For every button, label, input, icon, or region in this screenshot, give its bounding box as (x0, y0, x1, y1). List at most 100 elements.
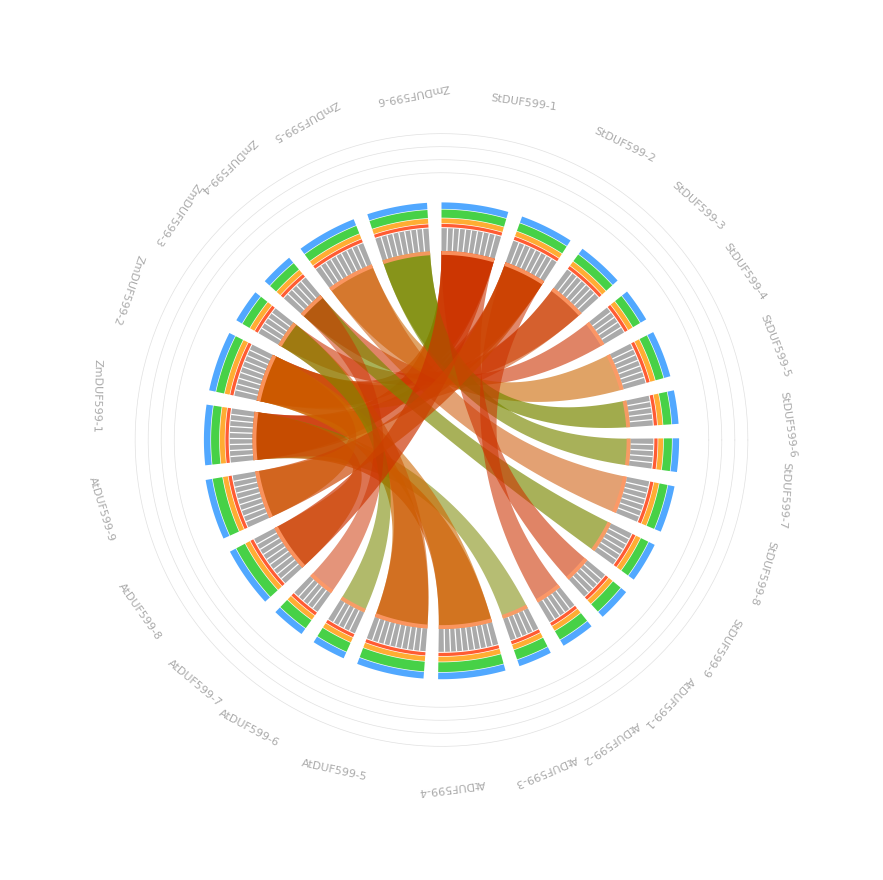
Polygon shape (554, 269, 599, 313)
Polygon shape (514, 237, 559, 261)
Polygon shape (253, 251, 494, 460)
Polygon shape (617, 536, 640, 570)
Polygon shape (211, 406, 222, 465)
Polygon shape (607, 354, 623, 391)
Polygon shape (536, 584, 560, 603)
Polygon shape (329, 264, 627, 513)
Polygon shape (305, 226, 359, 261)
Polygon shape (206, 479, 230, 539)
Polygon shape (650, 395, 657, 426)
Polygon shape (647, 332, 670, 378)
Polygon shape (629, 438, 653, 468)
Polygon shape (225, 407, 231, 463)
Polygon shape (366, 639, 426, 656)
Polygon shape (329, 264, 373, 291)
Polygon shape (257, 355, 428, 628)
Polygon shape (294, 576, 331, 612)
Polygon shape (625, 438, 630, 466)
Polygon shape (439, 645, 499, 656)
Polygon shape (639, 335, 663, 380)
Polygon shape (229, 475, 247, 529)
Polygon shape (594, 524, 631, 564)
Text: AtDUF599-6: AtDUF599-6 (216, 708, 281, 749)
Polygon shape (288, 596, 314, 620)
Polygon shape (255, 355, 356, 517)
Text: StDUF599-3: StDUF599-3 (670, 180, 726, 232)
Polygon shape (659, 392, 671, 425)
Text: AtDUF599-1: AtDUF599-1 (642, 675, 696, 730)
Polygon shape (291, 593, 317, 615)
Text: StDUF599-6: StDUF599-6 (779, 392, 798, 458)
Polygon shape (278, 322, 297, 347)
Polygon shape (251, 539, 284, 586)
Polygon shape (237, 292, 260, 324)
Polygon shape (611, 302, 632, 330)
Text: ZmDUF599-2: ZmDUF599-2 (111, 253, 145, 326)
Polygon shape (257, 355, 492, 629)
Polygon shape (253, 412, 528, 619)
Polygon shape (375, 229, 430, 260)
Polygon shape (301, 295, 383, 593)
Polygon shape (514, 638, 547, 659)
Polygon shape (517, 647, 551, 666)
Polygon shape (587, 578, 613, 604)
Polygon shape (614, 534, 636, 567)
Polygon shape (276, 270, 303, 295)
Polygon shape (538, 587, 574, 622)
Text: StDUF599-1: StDUF599-1 (490, 93, 557, 113)
Polygon shape (375, 613, 427, 628)
Polygon shape (592, 582, 621, 612)
Polygon shape (329, 264, 623, 402)
Polygon shape (257, 355, 276, 401)
Polygon shape (259, 308, 293, 345)
Polygon shape (555, 613, 587, 640)
Text: ZmDUF599-6: ZmDUF599-6 (375, 82, 449, 106)
Polygon shape (250, 302, 272, 331)
Polygon shape (230, 342, 252, 395)
Polygon shape (253, 262, 544, 460)
Text: StDUF599-2: StDUF599-2 (592, 126, 657, 165)
Polygon shape (569, 561, 605, 597)
Polygon shape (656, 438, 663, 470)
Polygon shape (367, 203, 427, 221)
Polygon shape (254, 528, 302, 583)
Polygon shape (223, 476, 244, 532)
Polygon shape (442, 224, 502, 236)
Polygon shape (578, 249, 617, 285)
Text: AtDUF599-8: AtDUF599-8 (117, 582, 163, 642)
Polygon shape (374, 224, 428, 238)
Polygon shape (439, 619, 492, 629)
Polygon shape (438, 664, 505, 679)
Polygon shape (442, 209, 506, 227)
Polygon shape (641, 482, 659, 525)
Polygon shape (515, 231, 562, 258)
Polygon shape (310, 234, 361, 266)
Text: AtDUF599-2: AtDUF599-2 (580, 720, 641, 766)
Polygon shape (585, 576, 608, 599)
Polygon shape (313, 636, 346, 658)
Polygon shape (301, 295, 604, 385)
Polygon shape (661, 438, 672, 471)
Polygon shape (255, 471, 273, 517)
Text: ZmDUF599-1: ZmDUF599-1 (91, 359, 102, 433)
Polygon shape (517, 224, 567, 253)
Polygon shape (370, 210, 428, 229)
Polygon shape (622, 538, 648, 576)
Polygon shape (592, 522, 611, 551)
Polygon shape (480, 262, 560, 603)
Polygon shape (220, 407, 227, 464)
Polygon shape (623, 400, 630, 428)
Polygon shape (209, 333, 235, 392)
Polygon shape (328, 600, 364, 634)
Text: AtDUF599-5: AtDUF599-5 (300, 758, 368, 782)
Polygon shape (382, 252, 630, 466)
Polygon shape (281, 600, 312, 628)
Polygon shape (506, 241, 556, 282)
Polygon shape (213, 477, 239, 536)
Polygon shape (442, 251, 587, 580)
Polygon shape (622, 291, 646, 323)
Text: ZmDUF599-4: ZmDUF599-4 (198, 136, 258, 195)
Polygon shape (573, 254, 612, 290)
Polygon shape (631, 341, 650, 383)
Polygon shape (301, 295, 323, 316)
